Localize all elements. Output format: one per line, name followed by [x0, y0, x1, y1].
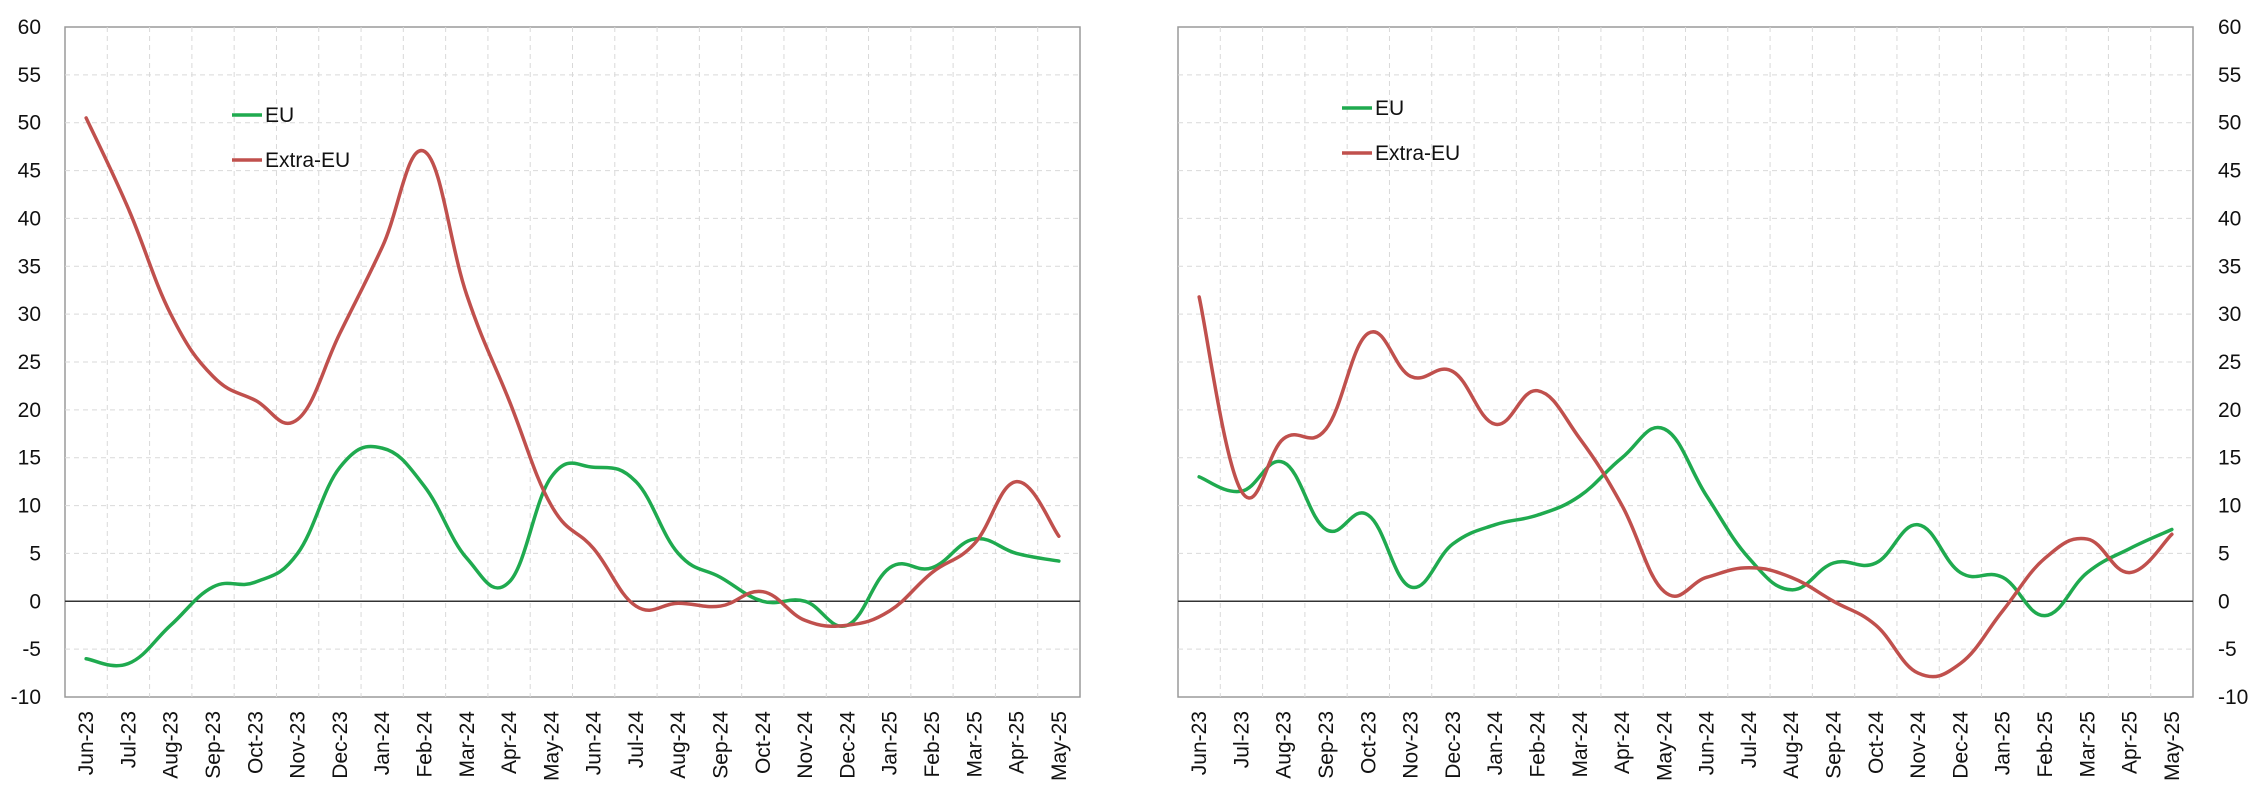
y-tick-label: 10: [18, 495, 41, 518]
y-tick-label: 5: [29, 542, 41, 565]
series-line-extra-eu: [84, 116, 1061, 629]
x-tick-label: May-24: [540, 711, 563, 781]
x-tick-label: Sep-24: [1823, 711, 1846, 779]
legend-label: Extra-EU: [265, 149, 350, 172]
x-tick-label: Oct-23: [1357, 711, 1380, 774]
y-tick-label: 5: [2218, 542, 2230, 565]
x-tick-label: Apr-24: [1611, 711, 1634, 774]
x-tick-label: Feb-24: [1526, 711, 1549, 778]
x-tick-label: Jul-23: [1230, 711, 1253, 768]
x-tick-label: Nov-23: [287, 711, 310, 779]
y-tick-label: 60: [18, 16, 41, 39]
y-tick-label: 0: [2218, 590, 2230, 613]
y-tick-label: 50: [2218, 112, 2241, 135]
x-tick-label: Jul-24: [625, 711, 648, 769]
y-tick-label: -5: [22, 638, 41, 661]
x-tick-label: Nov-23: [1400, 711, 1423, 779]
x-tick-label: Feb-25: [2034, 711, 2057, 778]
y-tick-label: 35: [18, 255, 41, 278]
y-tick-label: 35: [2218, 255, 2241, 278]
x-tick-label: May-24: [1653, 711, 1676, 781]
x-tick-label: Aug-24: [1780, 711, 1803, 779]
x-tick-label: Aug-23: [1273, 711, 1296, 779]
x-tick-label: Jan-24: [371, 711, 394, 776]
y-tick-label: 0: [29, 590, 41, 613]
x-tick-label: Jan-25: [879, 711, 902, 775]
series-line-extra-eu: [1197, 295, 2174, 679]
x-tick-label: Nov-24: [794, 711, 817, 779]
x-tick-label: Apr-25: [1006, 711, 1029, 774]
x-tick-label: Apr-24: [498, 711, 521, 774]
x-tick-label: Sep-24: [710, 711, 733, 779]
y-tick-label: 15: [18, 447, 41, 470]
x-tick-label: Jun-23: [1188, 711, 1211, 775]
y-tick-label: 45: [18, 160, 41, 183]
y-tick-label: 50: [18, 112, 41, 135]
y-tick-label: 10: [2218, 495, 2241, 518]
x-tick-label: Oct-24: [752, 711, 775, 774]
x-tick-label: Oct-24: [1865, 711, 1888, 774]
x-tick-label: Jan-24: [1484, 711, 1507, 776]
series-line-eu: [1197, 425, 2174, 618]
x-tick-label: Dec-23: [329, 711, 352, 779]
y-tick-label: 20: [2218, 399, 2241, 422]
y-tick-label: -10: [11, 686, 41, 709]
x-tick-label: May-25: [2161, 711, 2184, 781]
y-tick-label: 40: [2218, 207, 2241, 230]
x-tick-label: Mar-24: [1569, 711, 1592, 778]
legend-label: Extra-EU: [1375, 142, 1460, 165]
x-tick-label: Sep-23: [202, 711, 225, 779]
y-tick-label: 55: [18, 64, 41, 87]
x-tick-label: Mar-25: [2076, 711, 2099, 778]
y-tick-label: 25: [2218, 351, 2241, 374]
x-tick-label: Jun-24: [1696, 711, 1719, 776]
x-tick-label: Jan-25: [1992, 711, 2015, 775]
y-tick-label: 40: [18, 207, 41, 230]
x-tick-label: Mar-24: [456, 711, 479, 778]
x-tick-label: Jun-23: [75, 711, 98, 775]
y-tick-label: 60: [2218, 16, 2241, 39]
x-tick-label: Oct-23: [244, 711, 267, 774]
x-tick-label: Jul-23: [117, 711, 140, 768]
x-tick-label: Mar-25: [963, 711, 986, 778]
x-tick-label: Jul-24: [1738, 711, 1761, 769]
x-tick-label: Jun-24: [583, 711, 606, 776]
x-tick-label: Dec-23: [1442, 711, 1465, 779]
chart-2: -10 -5 0 5 10 15 20 25 30 35 40 45 50 55 60 Jun-23 Jul-2…: [1177, 16, 2248, 781]
x-tick-label: Dec-24: [836, 711, 859, 779]
x-tick-label: Dec-24: [1949, 711, 1972, 779]
y-tick-label: 15: [2218, 447, 2241, 470]
x-tick-label: Aug-23: [160, 711, 183, 779]
x-tick-label: May-25: [1048, 711, 1071, 781]
x-tick-label: Feb-25: [921, 711, 944, 778]
y-tick-label: 20: [18, 399, 41, 422]
y-tick-label: 30: [18, 303, 41, 326]
y-tick-label: 30: [2218, 303, 2241, 326]
y-tick-label: 25: [18, 351, 41, 374]
x-tick-label: Apr-25: [2119, 711, 2142, 774]
chart-1: -10 -5 0 5 10 15 20 25 30 35 40 45 50 55 60 Jun-23 Jul-2…: [11, 16, 1081, 781]
y-tick-label: 45: [2218, 160, 2241, 183]
y-tick-label: -10: [2218, 686, 2248, 709]
legend-label: EU: [265, 104, 294, 127]
x-tick-label: Sep-23: [1315, 711, 1338, 779]
x-tick-label: Feb-24: [413, 711, 436, 778]
y-tick-label: -5: [2218, 638, 2237, 661]
y-tick-label: 55: [2218, 64, 2241, 87]
x-tick-label: Aug-24: [667, 711, 690, 779]
x-tick-label: Nov-24: [1907, 711, 1930, 779]
legend-label: EU: [1375, 97, 1404, 120]
